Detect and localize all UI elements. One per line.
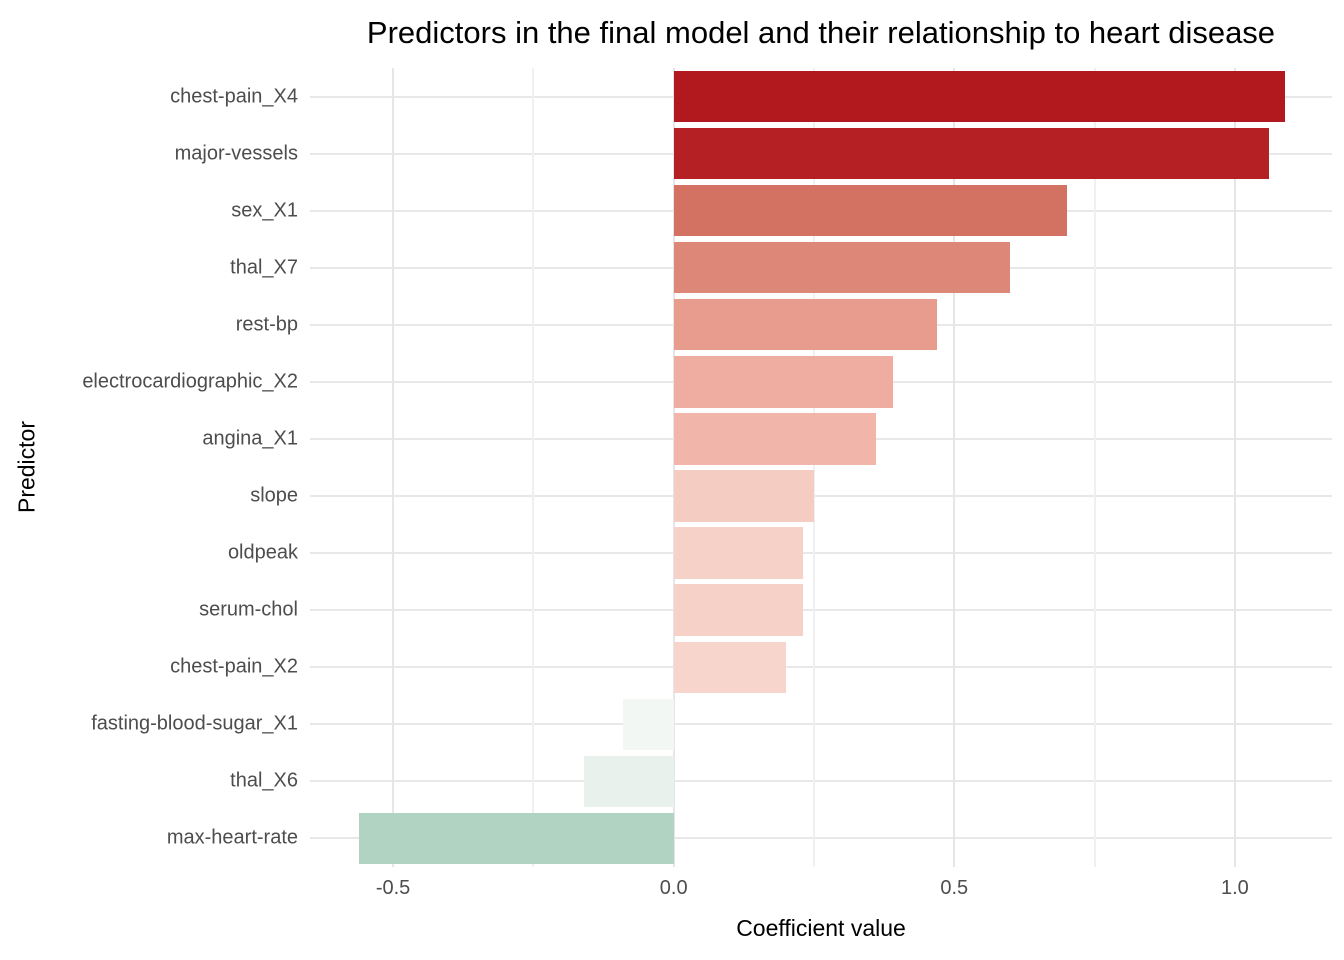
- y-axis-label: thal_X6: [230, 769, 298, 792]
- gridline-horizontal: [310, 780, 1332, 783]
- bar-oldpeak: [673, 527, 803, 579]
- y-axis-label: sex_X1: [231, 199, 298, 222]
- bar-chest-pain_X2: [673, 641, 786, 693]
- bar-serum-chol: [673, 584, 803, 636]
- y-axis-title: Predictor: [13, 420, 40, 514]
- y-axis-label: rest-bp: [235, 313, 298, 336]
- bar-electrocardiographic_X2: [673, 356, 893, 408]
- y-axis-label: thal_X7: [230, 256, 298, 279]
- bar-rest-bp: [673, 299, 938, 351]
- gridline-horizontal: [310, 666, 1332, 669]
- bar-sex_X1: [673, 184, 1067, 237]
- gridline-vertical-minor: [532, 68, 535, 867]
- bar-slope: [673, 470, 814, 522]
- gridline-vertical-major: [953, 68, 956, 867]
- bar-fasting-blood-sugar_X1: [623, 698, 674, 750]
- y-axis-label: chest-pain_X2: [170, 655, 298, 678]
- bar-chest-pain_X4: [673, 70, 1286, 123]
- y-axis-label: slope: [250, 484, 298, 507]
- gridline-vertical-major: [1233, 68, 1236, 867]
- gridline-horizontal: [310, 723, 1332, 726]
- y-axis-label: electrocardiographic_X2: [82, 370, 298, 393]
- y-axis-label: chest-pain_X4: [170, 85, 298, 108]
- gridline-vertical-major: [392, 68, 395, 867]
- gridline-horizontal: [310, 609, 1332, 612]
- gridline-vertical-major: [672, 68, 675, 867]
- gridline-horizontal: [310, 495, 1332, 498]
- x-axis-tick-label: 1.0: [1221, 877, 1249, 899]
- x-axis-tick-label: 0.0: [659, 877, 688, 899]
- x-axis-tick-label: -0.5: [375, 877, 411, 899]
- y-axis-label: max-heart-rate: [166, 826, 298, 849]
- bar-thal_X7: [673, 242, 1011, 294]
- gridline-horizontal: [310, 552, 1332, 555]
- x-axis-tick-label: 0.5: [940, 877, 969, 899]
- y-axis-label: serum-chol: [199, 598, 298, 621]
- y-axis-label: major-vessels: [174, 142, 298, 165]
- bar-max-heart-rate: [359, 812, 674, 865]
- gridline-vertical-minor: [812, 68, 815, 867]
- x-axis-title: Coefficient value: [736, 915, 906, 941]
- y-axis-label: oldpeak: [227, 541, 298, 564]
- bar-major-vessels: [673, 127, 1269, 180]
- gridline-horizontal: [310, 837, 1332, 840]
- bar-angina_X1: [673, 413, 876, 465]
- gridline-vertical-minor: [1093, 68, 1096, 867]
- chart-title: Predictors in the final model and their …: [366, 15, 1276, 50]
- bar-thal_X6: [583, 755, 674, 808]
- y-axis-label: angina_X1: [202, 427, 298, 450]
- y-axis-label: fasting-blood-sugar_X1: [91, 712, 298, 735]
